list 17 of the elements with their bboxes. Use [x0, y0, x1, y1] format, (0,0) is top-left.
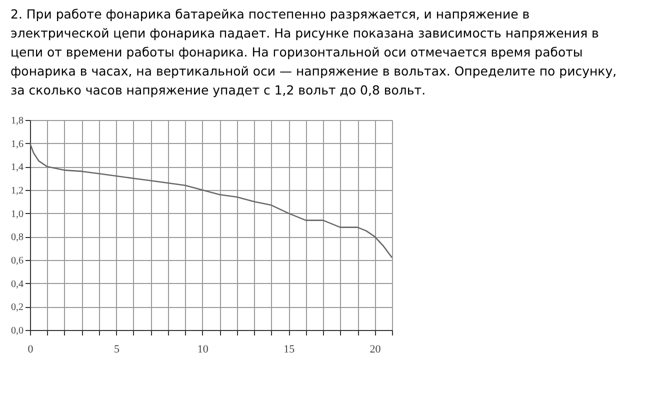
x-tick-label: 0: [28, 344, 34, 356]
y-tick-label: 1,6: [11, 138, 24, 150]
y-tick-label: 0,6: [11, 256, 24, 266]
y-tick-label: 0,4: [11, 278, 24, 290]
x-tick-label: 20: [370, 344, 382, 356]
y-tick-label: 1,4: [11, 162, 24, 174]
y-tick-label: 0,2: [11, 302, 24, 314]
y-tick-label: 1,8: [11, 116, 24, 126]
y-tick-label: 0,8: [11, 232, 24, 244]
y-tick-label: 1,2: [11, 186, 24, 196]
line-series: [29, 142, 393, 258]
y-tick-label: 1,0: [11, 208, 24, 220]
y-tick-label: 0,0: [11, 326, 24, 336]
x-tick-label: 15: [284, 344, 296, 356]
chart-title: 2. При работе фонарика батарейка постепенно разряжается, и напряжение в электрической цепи фонарика падает. На рисунке показана зависимость напряжения в цепи от времени работы фонарика. На горизонтальной оси отмечается время работы фонарика в часах, на вертикальной оси — напряжение в вольтах. Определите по рисунку, за сколько часов напряжение упадет с 1,2 вольт до 0,8 вольт.: [10, 6, 617, 98]
x-tick-label: 5: [114, 344, 120, 356]
x-tick-label: 10: [197, 344, 209, 356]
